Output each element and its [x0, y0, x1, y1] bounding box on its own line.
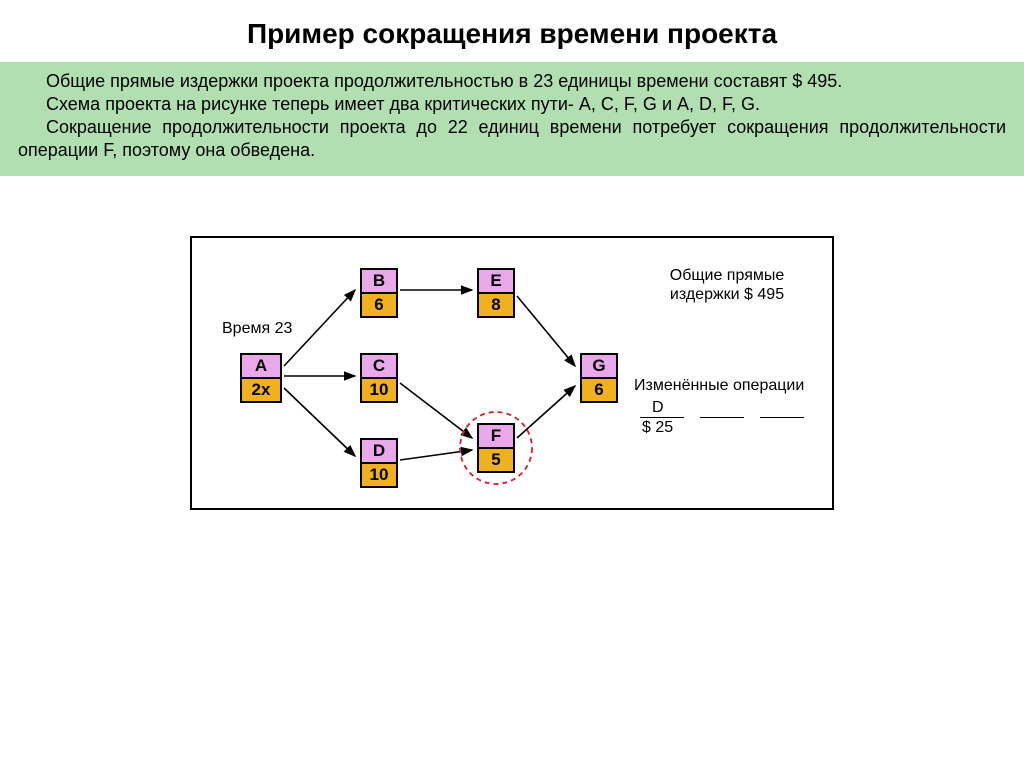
- node-A: A 2x: [240, 353, 282, 403]
- node-A-value: 2x: [240, 379, 282, 403]
- node-F-letter: F: [477, 423, 515, 449]
- node-C-letter: C: [360, 353, 398, 379]
- node-C-value: 10: [360, 379, 398, 403]
- node-G-value: 6: [580, 379, 618, 403]
- node-B-letter: B: [360, 268, 398, 294]
- node-E: E 8: [477, 268, 515, 318]
- node-D: D 10: [360, 438, 398, 488]
- node-D-letter: D: [360, 438, 398, 464]
- node-E-value: 8: [477, 294, 515, 318]
- node-E-letter: E: [477, 268, 515, 294]
- node-B-value: 6: [360, 294, 398, 318]
- costs-label: Общие прямые издержки $ 495: [642, 266, 812, 304]
- changed-ops-label: Изменённые операции: [634, 376, 819, 395]
- node-F: F 5: [477, 423, 515, 473]
- node-G: G 6: [580, 353, 618, 403]
- costs-line2: издержки $ 495: [670, 286, 784, 303]
- paragraph-3: Сокращение продолжительности проекта до …: [18, 116, 1006, 162]
- costs-line1: Общие прямые: [670, 267, 785, 284]
- diagram-frame: Время 23 A 2x B 6 C 10 D 10 E 8 F 5 G 6: [190, 236, 834, 510]
- paragraph-2: Схема проекта на рисунке теперь имеет дв…: [18, 93, 1006, 116]
- node-G-letter: G: [580, 353, 618, 379]
- description-block: Общие прямые издержки проекта продолжите…: [0, 62, 1024, 176]
- changed-item-name: D: [652, 398, 664, 417]
- node-D-value: 10: [360, 464, 398, 488]
- paragraph-1: Общие прямые издержки проекта продолжите…: [18, 70, 1006, 93]
- time-label: Время 23: [222, 320, 292, 338]
- changed-item-cost: $ 25: [642, 418, 673, 437]
- node-B: B 6: [360, 268, 398, 318]
- node-A-letter: A: [240, 353, 282, 379]
- node-F-value: 5: [477, 449, 515, 473]
- changed-underline-3: [760, 417, 804, 418]
- node-C: C 10: [360, 353, 398, 403]
- diagram-container: Время 23 A 2x B 6 C 10 D 10 E 8 F 5 G 6: [0, 236, 1024, 510]
- changed-underline-1: [640, 417, 684, 418]
- changed-underline-2: [700, 417, 744, 418]
- page-title: Пример сокращения времени проекта: [0, 0, 1024, 62]
